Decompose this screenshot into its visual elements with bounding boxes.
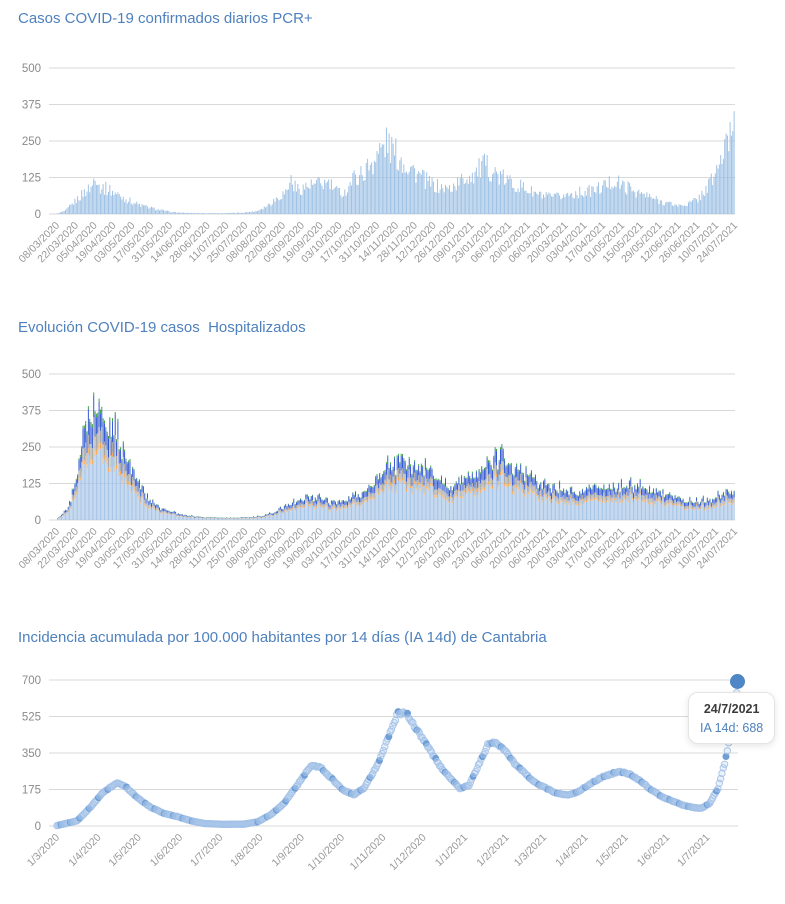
- svg-text:500: 500: [22, 369, 41, 381]
- svg-text:1/3/2021: 1/3/2021: [512, 832, 549, 869]
- svg-text:1/1/2021: 1/1/2021: [433, 832, 470, 869]
- svg-text:250: 250: [22, 136, 41, 148]
- svg-text:375: 375: [22, 100, 41, 112]
- svg-text:125: 125: [22, 479, 41, 491]
- svg-text:1/4/2021: 1/4/2021: [553, 832, 590, 869]
- bar-series: [57, 111, 735, 214]
- svg-text:1/7/2020: 1/7/2020: [188, 832, 225, 869]
- svg-text:1/9/2020: 1/9/2020: [270, 832, 307, 869]
- svg-text:700: 700: [22, 675, 41, 687]
- svg-text:1/8/2020: 1/8/2020: [228, 832, 265, 869]
- data-tooltip: 24/7/2021 IA 14d: 688: [688, 692, 776, 744]
- svg-text:125: 125: [22, 173, 41, 185]
- y-axis: 0 175 350 525 700: [22, 675, 738, 833]
- svg-text:500: 500: [22, 63, 41, 75]
- chart-section-ia14d: Incidencia acumulada por 100.000 habitan…: [0, 622, 785, 904]
- svg-text:0: 0: [35, 515, 41, 527]
- svg-text:1/3/2020: 1/3/2020: [25, 832, 62, 869]
- stacked-bar-series: [57, 392, 735, 520]
- svg-text:250: 250: [22, 442, 41, 454]
- svg-text:1/10/2020: 1/10/2020: [306, 832, 348, 874]
- svg-text:350: 350: [22, 748, 41, 760]
- chart-section-pcr: Casos COVID-19 confirmados diarios PCR+ …: [0, 0, 785, 310]
- chart-svg-hosp[interactable]: 0 125 250 375 500 08/03/202022/03/202005/04/2…: [0, 310, 785, 622]
- svg-text:1/11/2020: 1/11/2020: [348, 832, 389, 873]
- svg-text:1/4/2020: 1/4/2020: [66, 832, 103, 869]
- svg-text:1/6/2021: 1/6/2021: [635, 832, 672, 869]
- svg-text:1/7/2021: 1/7/2021: [675, 832, 712, 869]
- svg-text:0: 0: [35, 821, 41, 833]
- svg-text:175: 175: [22, 785, 41, 797]
- dot-series: [53, 678, 742, 830]
- chart-title-pcr: Casos COVID-19 confirmados diarios PCR+: [18, 10, 313, 27]
- chart-section-hospitalizados: Evolución COVID-19 casos Hospitalizados …: [0, 310, 785, 622]
- chart-title-ia14d: Incidencia acumulada por 100.000 habitan…: [18, 629, 547, 646]
- tooltip-value: IA 14d: 688: [700, 721, 764, 735]
- chart-title-hospitalizados: Evolución COVID-19 casos Hospitalizados: [18, 319, 306, 336]
- chart-svg-pcr[interactable]: 0 125 250 375 500 08/03/202022/03/202005/04/2…: [0, 0, 785, 310]
- x-axis: 08/03/202022/03/202005/04/202019/04/2020…: [16, 526, 740, 572]
- svg-text:525: 525: [22, 712, 41, 724]
- x-axis: 08/03/202022/03/202005/04/202019/04/2020…: [16, 220, 740, 266]
- svg-text:1/5/2021: 1/5/2021: [593, 832, 630, 869]
- svg-text:1/6/2020: 1/6/2020: [148, 832, 185, 869]
- highlighted-data-point[interactable]: [730, 674, 745, 689]
- svg-text:1/12/2020: 1/12/2020: [387, 832, 429, 874]
- svg-text:0: 0: [35, 209, 41, 221]
- x-axis: 1/3/2020 1/4/2020 1/5/2020 1/6/2020 1/7/2020…: [25, 832, 713, 874]
- svg-text:1/2/2021: 1/2/2021: [474, 832, 511, 869]
- tooltip-date: 24/7/2021: [703, 702, 760, 716]
- svg-text:375: 375: [22, 406, 41, 418]
- svg-text:1/5/2020: 1/5/2020: [106, 832, 143, 869]
